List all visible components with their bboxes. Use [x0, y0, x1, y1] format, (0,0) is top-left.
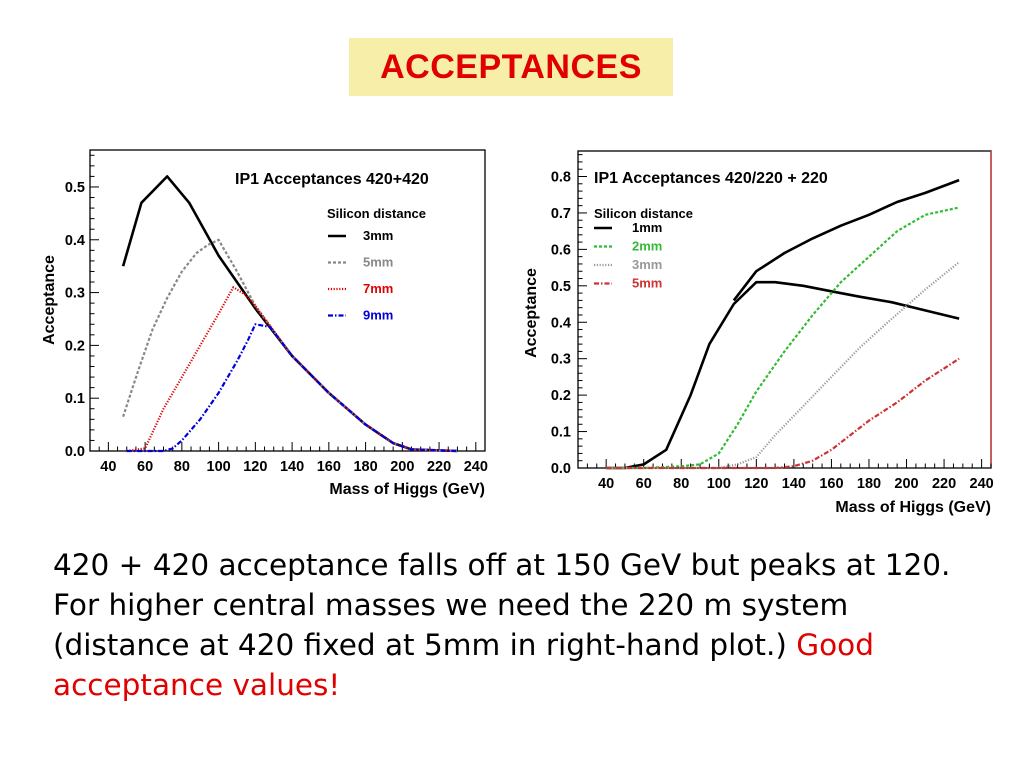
series-line-7mm: [126, 286, 458, 453]
y-axis-label: Acceptance: [523, 268, 540, 358]
x-tick-label: 240: [464, 459, 488, 475]
x-tick-label: 140: [782, 476, 806, 492]
legend-label-3mm: 3mm: [363, 228, 393, 243]
series-line-3mm: [606, 261, 960, 470]
x-tick-label: 100: [207, 459, 231, 475]
y-tick-label: 0.0: [551, 461, 571, 477]
x-tick-label: 140: [280, 459, 304, 475]
y-tick-label: 0.8: [551, 170, 571, 186]
y-axis-label: Acceptance: [41, 255, 58, 345]
plot-frame: [89, 149, 486, 452]
series-line-5mm: [606, 357, 960, 470]
x-tick-label: 60: [137, 459, 153, 475]
y-tick-label: 0.4: [551, 315, 571, 331]
x-tick-label: 180: [353, 459, 377, 475]
x-tick-label: 100: [707, 476, 731, 492]
y-tick-label: 0.5: [65, 180, 85, 196]
x-tick-label: 80: [673, 476, 689, 492]
y-tick-label: 0.3: [551, 352, 571, 368]
caption: 420 + 420 acceptance falls off at 150 Ge…: [53, 545, 993, 705]
legend-label-5mm: 5mm: [632, 276, 662, 291]
y-tick-label: 0.5: [551, 279, 571, 295]
legend-label-5mm: 5mm: [363, 255, 393, 270]
y-tick-label: 0.2: [65, 338, 85, 354]
legend-title: Silicon distance: [327, 206, 426, 221]
x-tick-label: 220: [932, 476, 956, 492]
chart-right: 40 60 80 100 120 140 160 180 200 220 240 0.0 0.1 0.2 0…: [523, 150, 994, 516]
y-tick-label: 0.4: [65, 233, 85, 249]
caption-text: 420 + 420 acceptance falls off at 150 Ge…: [53, 548, 951, 662]
y-tick-label: 0.3: [65, 286, 85, 302]
plot-frame: [577, 150, 992, 469]
x-tick-label: 220: [427, 459, 451, 475]
x-tick-label: 200: [894, 476, 918, 492]
legend-label-3mm: 3mm: [632, 257, 662, 272]
x-tick-label: 180: [857, 476, 881, 492]
legend-label-1mm: 1mm: [632, 220, 662, 235]
x-tick-label: 40: [100, 459, 116, 475]
x-tick-label: 240: [970, 476, 994, 492]
y-tick-label: 0.2: [551, 388, 571, 404]
x-axis-label: Mass of Higgs (GeV): [329, 481, 485, 498]
y-tick-label: 0.6: [551, 242, 571, 258]
series-line-1mm: [606, 280, 960, 470]
legend-label-9mm: 9mm: [363, 308, 393, 323]
chart-title: IP1 Acceptances 420/220 + 220: [594, 170, 828, 187]
y-tick-label: 0.0: [65, 444, 85, 460]
x-tick-label: 160: [317, 459, 341, 475]
legend-title: Silicon distance: [594, 206, 693, 221]
legend-label-2mm: 2mm: [632, 239, 662, 254]
x-axis-label: Mass of Higgs (GeV): [835, 499, 991, 516]
chart-left: 40 60 80 100 120 140 160 180 200 220 240 0.0 0.1 0.2 0…: [41, 149, 488, 498]
title-box: ACCEPTANCES: [349, 38, 673, 96]
x-tick-label: 60: [636, 476, 652, 492]
x-tick-label: 200: [390, 459, 414, 475]
series-line-2mm: [606, 206, 960, 470]
y-tick-label: 0.1: [65, 391, 85, 407]
caption-highlight: Good acceptance values!: [53, 628, 874, 702]
chart-title: IP1 Acceptances 420+420: [235, 171, 429, 188]
slide-title: ACCEPTANCES: [380, 47, 642, 86]
x-tick-label: 40: [598, 476, 614, 492]
y-tick-label: 0.7: [551, 206, 571, 222]
x-tick-label: 80: [174, 459, 190, 475]
x-tick-label: 160: [819, 476, 843, 492]
x-tick-label: 120: [243, 459, 267, 475]
series-line-9mm: [126, 323, 458, 453]
y-tick-label: 0.1: [551, 425, 571, 441]
legend-label-7mm: 7mm: [363, 281, 393, 296]
x-tick-label: 120: [744, 476, 768, 492]
series-line-1mm: [732, 178, 960, 302]
